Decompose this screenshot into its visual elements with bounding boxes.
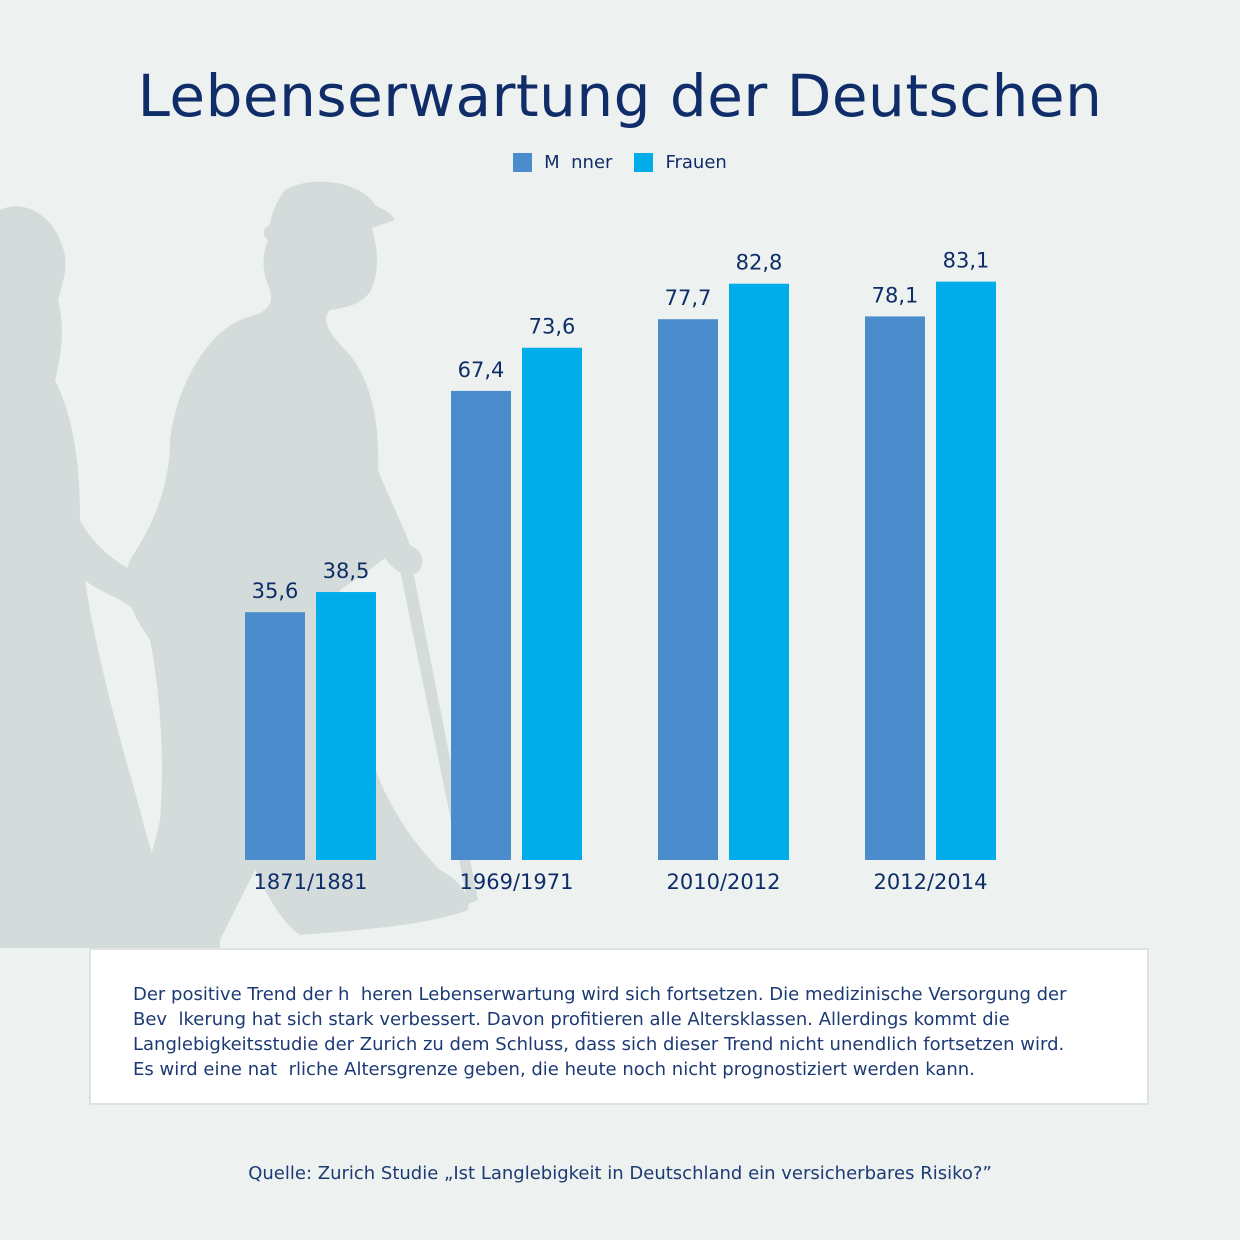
bar-women <box>522 347 582 860</box>
chart-legend: M nner Frauen <box>0 152 1240 173</box>
legend-swatch-men <box>513 153 533 172</box>
bar-women <box>729 283 789 860</box>
data-label: 38,5 <box>323 559 370 583</box>
bar-men <box>865 316 925 860</box>
data-label: 82,8 <box>736 251 783 275</box>
bar-men <box>658 319 718 860</box>
description-line: Bev lkerung hat sich stark verbessert. D… <box>133 1009 1010 1030</box>
chart-title: Lebenserwartung der Deutschen <box>137 62 1103 130</box>
description-box: Der positive Trend der h heren Lebenserw… <box>89 948 1149 1105</box>
data-label: 35,6 <box>252 579 299 603</box>
legend-label-men: M nner <box>544 152 613 173</box>
bar-men <box>451 390 511 860</box>
x-tick-label: 2012/2014 <box>874 870 988 894</box>
bar-men <box>245 612 305 860</box>
data-label: 83,1 <box>943 249 990 273</box>
data-label: 73,6 <box>529 315 576 339</box>
legend-label-women: Frauen <box>665 152 727 173</box>
data-label: 77,7 <box>665 286 712 310</box>
x-tick-label: 1969/1971 <box>460 870 574 894</box>
bar-women <box>936 281 996 860</box>
source-note: Quelle: Zurich Studie „Ist Langlebigkeit… <box>248 1163 992 1184</box>
x-tick-label: 1871/1881 <box>254 870 368 894</box>
data-label: 78,1 <box>872 283 919 307</box>
x-tick-label: 2010/2012 <box>667 870 781 894</box>
description-line: Der positive Trend der h heren Lebenserw… <box>133 984 1067 1005</box>
data-label: 67,4 <box>458 358 505 382</box>
description-line: Es wird eine nat rliche Altersgrenze geb… <box>133 1059 975 1080</box>
legend-swatch-women <box>634 153 654 172</box>
legend-item-women: Frauen <box>634 152 727 173</box>
bar-women <box>316 592 376 860</box>
legend-item-men: M nner <box>513 152 612 173</box>
description-line: Langlebigkeitsstudie der Zurich zu dem S… <box>133 1034 1065 1055</box>
